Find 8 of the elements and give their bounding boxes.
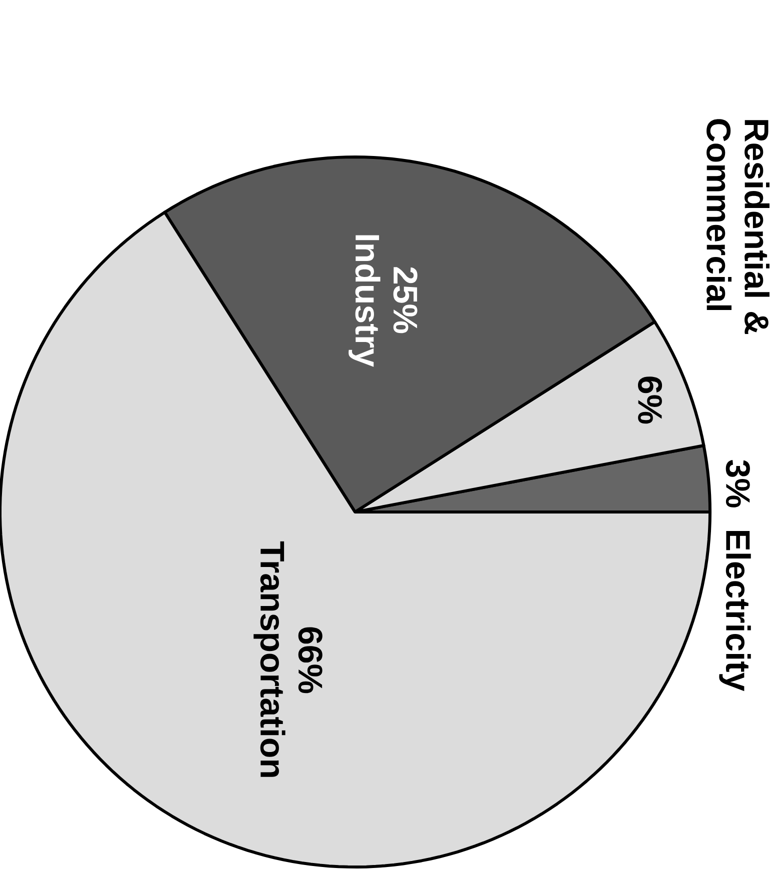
data-label: 6% [638,376,662,424]
slice-label: Industry [348,235,380,367]
data-label: 25% [393,267,418,334]
slice-label: Electricity [719,531,751,692]
slice-label: Transportation [254,541,286,777]
data-label: 66% [298,627,322,694]
data-label: 3% [726,460,750,508]
slice-label: Residential & Commercial [706,119,770,334]
